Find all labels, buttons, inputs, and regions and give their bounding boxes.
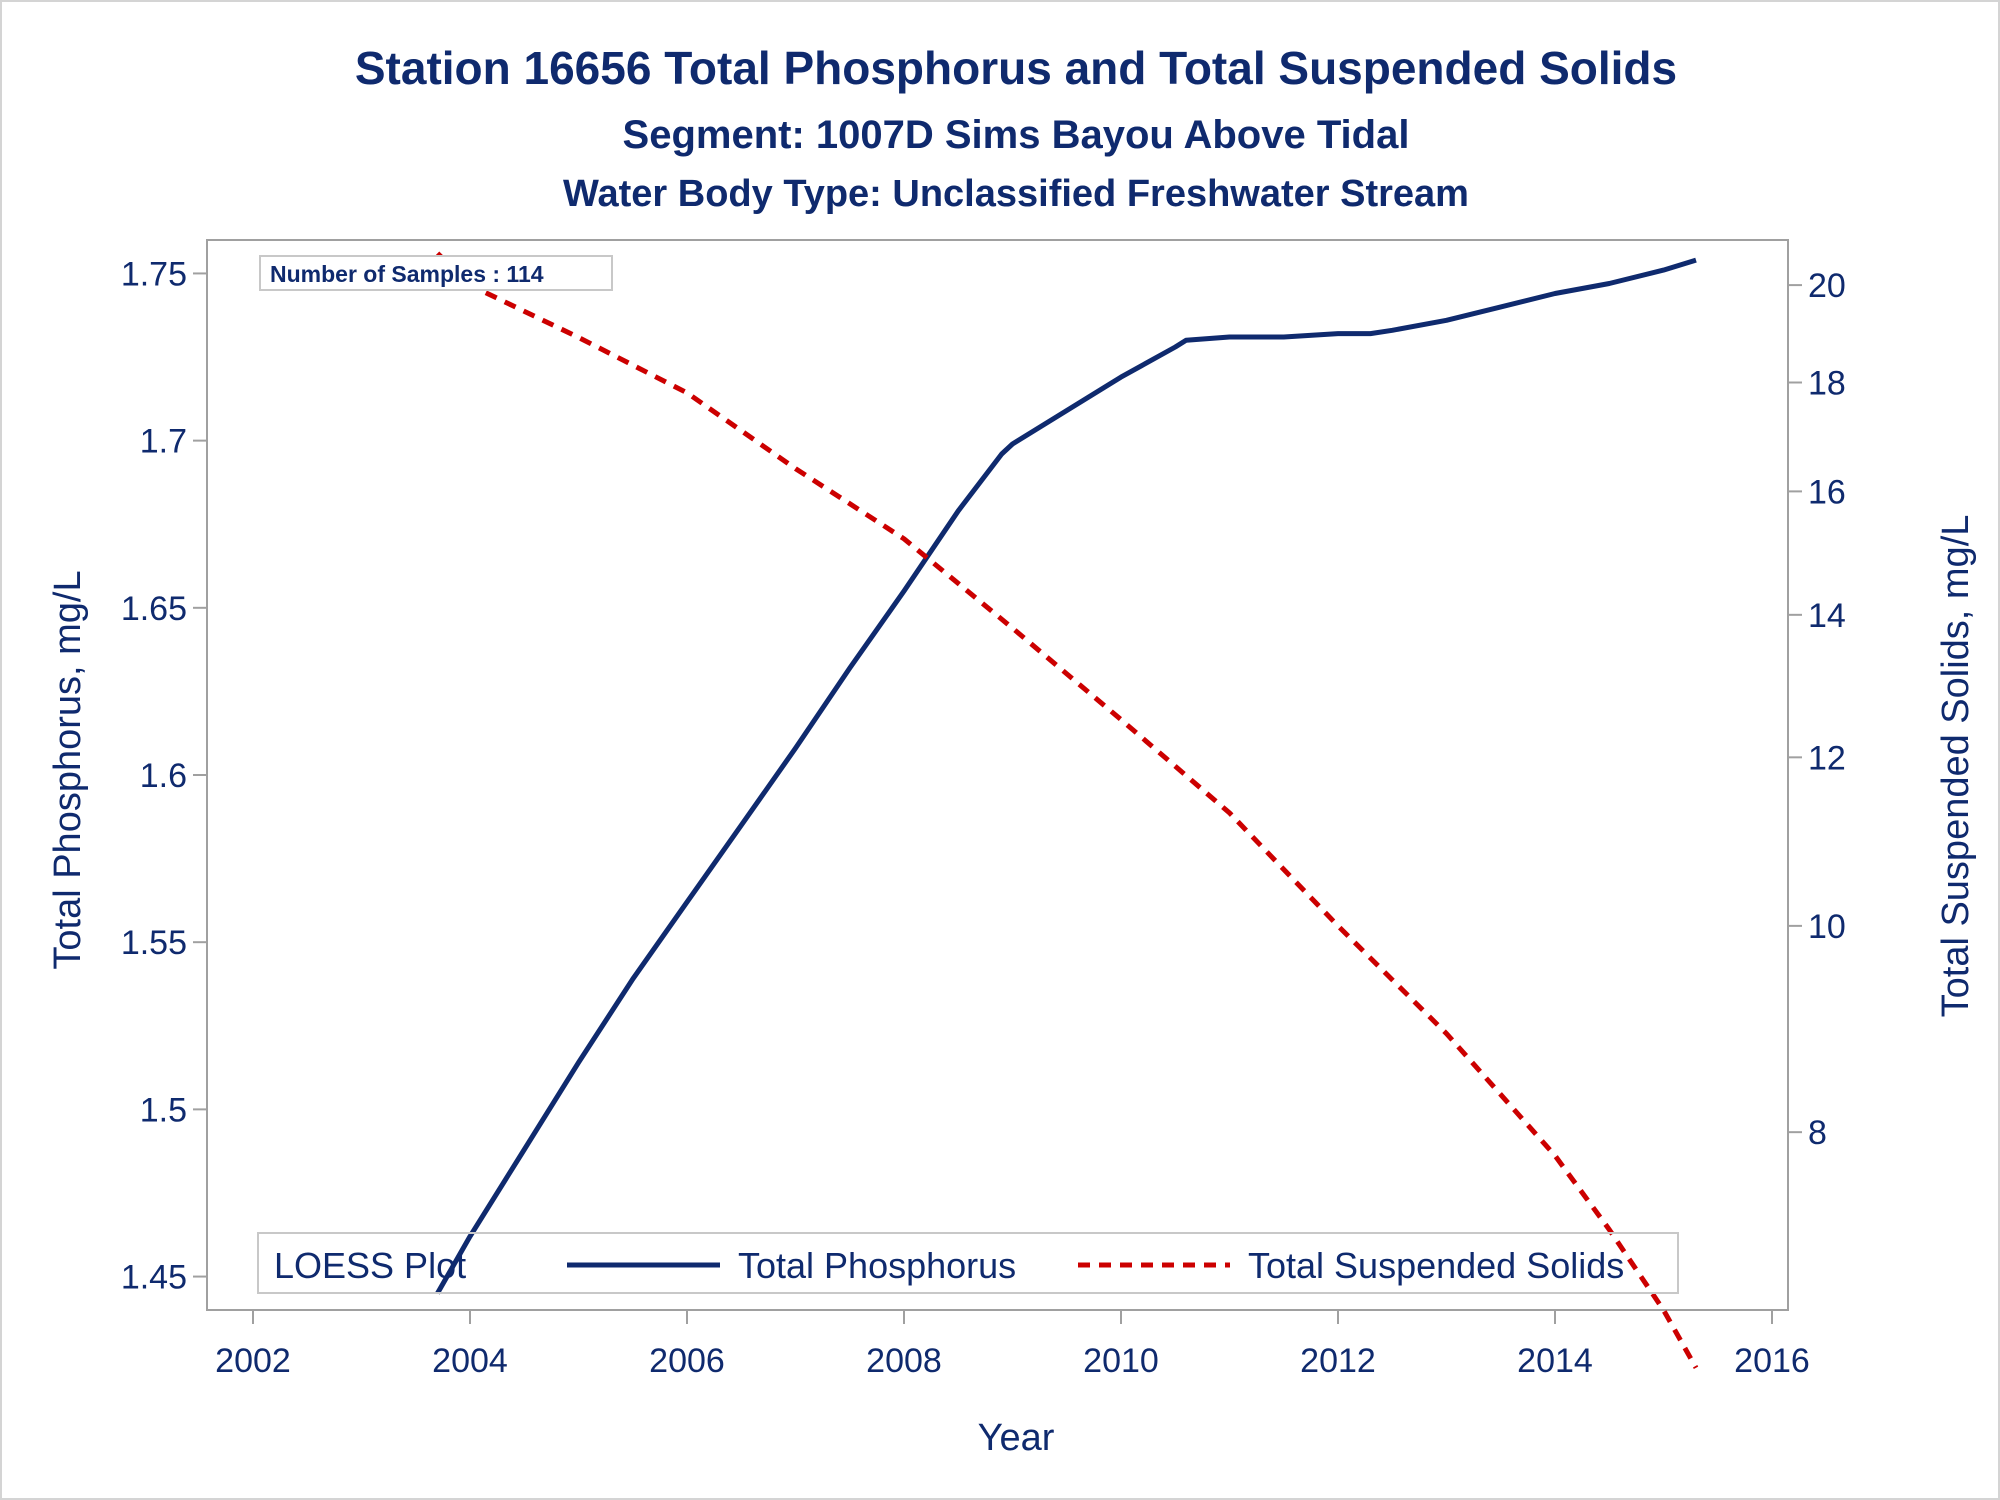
y-tick-label: 1.5 [140,1091,187,1129]
right-axis-ticks: 8 10 12 14 16 18 20 [1788,267,1846,1152]
y2-tick-label: 16 [1808,473,1846,511]
sample-count-label: Number of Samples : 114 [270,261,544,287]
y-tick-label: 1.75 [121,255,187,293]
chart-subtitle: Segment: 1007D Sims Bayou Above Tidal [623,113,1410,157]
y-tick-label: 1.55 [121,924,187,962]
x-tick-label: 2004 [432,1342,508,1380]
y2-tick-label: 8 [1808,1114,1827,1152]
left-axis-ticks: 1.45 1.5 1.55 1.6 1.65 1.7 1.75 [121,255,207,1297]
x-tick-label: 2014 [1517,1342,1593,1380]
legend-label-total-phosphorus: Total Phosphorus [738,1245,1016,1286]
x-tick-label: 2010 [1083,1342,1159,1380]
x-tick-label: 2008 [866,1342,942,1380]
y2-tick-label: 20 [1808,267,1846,305]
series-line-total-phosphorus [435,257,1697,1295]
y2-tick-label: 12 [1808,739,1846,777]
series-layer [435,251,1699,1370]
chart-subtitle-2: Water Body Type: Unclassified Freshwater… [563,173,1469,215]
y-tick-label: 1.6 [140,757,187,795]
legend [257,1232,1679,1294]
x-tick-label: 2012 [1300,1342,1376,1380]
y2-tick-label: 18 [1808,365,1846,403]
y2-tick-label: 10 [1808,908,1846,946]
x-tick-label: 2002 [215,1342,291,1380]
y-tick-label: 1.45 [121,1259,187,1297]
y-axis-label: Total Phosphorus, mg/L [47,570,89,969]
x-axis-ticks: 2002 2004 2006 2008 2010 2012 2014 2016 [215,1310,1810,1380]
legend-label-total-suspended-solids: Total Suspended Solids [1248,1245,1624,1286]
chart-title: Station 16656 Total Phosphorus and Total… [355,42,1677,94]
x-tick-label: 2016 [1734,1342,1810,1380]
legend-title: LOESS Plot [274,1245,466,1286]
y2-tick-label: 14 [1808,597,1846,635]
y-tick-label: 1.7 [140,423,187,461]
plot-area [206,239,1789,1311]
y-tick-label: 1.65 [121,590,187,628]
series-line-total-suspended-solids [435,251,1699,1370]
y2-axis-label: Total Suspended Solids, mg/L [1935,515,1977,1018]
sample-count-box [259,255,613,291]
x-axis-label: Year [978,1417,1055,1459]
x-tick-label: 2006 [649,1342,725,1380]
